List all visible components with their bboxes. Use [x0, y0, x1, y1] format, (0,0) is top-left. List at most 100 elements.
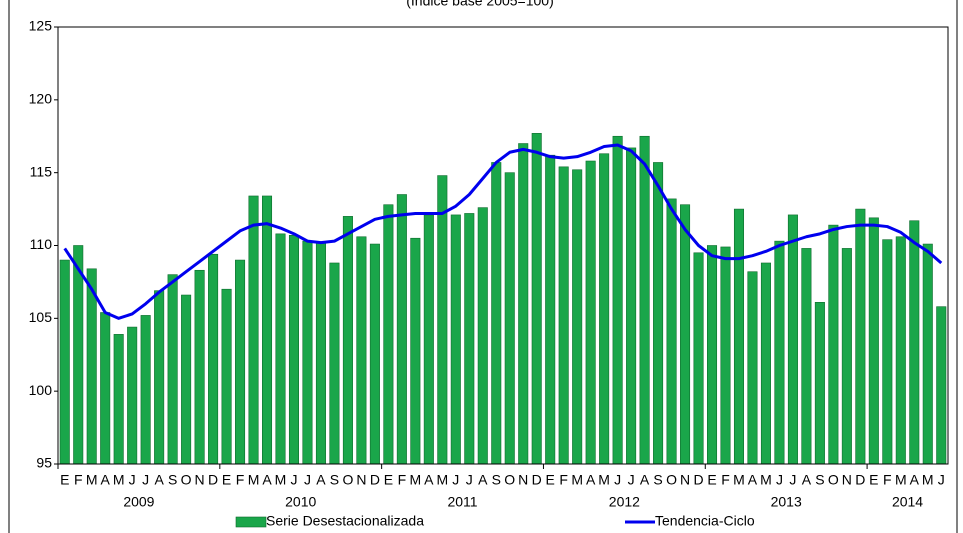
x-tick-label: O [181, 472, 192, 488]
x-tick-label: S [168, 472, 177, 488]
bar [706, 245, 718, 465]
bar [828, 224, 839, 465]
bar [504, 172, 515, 465]
x-tick-label: A [101, 472, 111, 488]
x-tick-label: M [275, 472, 287, 488]
x-tick-label: F [398, 472, 407, 488]
bar [747, 271, 758, 465]
x-tick-label: M [248, 472, 260, 488]
bar [383, 204, 394, 465]
bar [140, 315, 151, 465]
bar [248, 195, 259, 465]
x-tick-label: M [760, 472, 772, 488]
bar [922, 243, 933, 465]
x-tick-label: N [518, 472, 528, 488]
x-tick-label: O [342, 472, 353, 488]
x-tick-label: N [842, 472, 852, 488]
x-tick-label: A [478, 472, 488, 488]
y-tick-label: 100 [29, 382, 53, 398]
bar [396, 194, 407, 465]
bar [720, 246, 731, 465]
x-tick-label: A [316, 472, 326, 488]
x-tick-label: E [546, 472, 555, 488]
x-tick-label: J [614, 472, 621, 488]
bar [288, 235, 300, 465]
x-tick-label: A [154, 472, 164, 488]
bar [221, 288, 232, 465]
x-tick-label: E [869, 472, 878, 488]
x-tick-label: S [330, 472, 339, 488]
bar [464, 213, 475, 465]
bar [585, 160, 596, 465]
x-tick-label: F [721, 472, 730, 488]
bar [59, 259, 70, 465]
bar [841, 248, 852, 465]
x-tick-label: E [384, 472, 393, 488]
bar [315, 242, 326, 465]
x-tick-label: M [922, 472, 934, 488]
x-tick-label: O [828, 472, 839, 488]
x-tick-label: J [142, 472, 149, 488]
plot-border [57, 26, 949, 465]
x-tick-label: A [424, 472, 434, 488]
bar [801, 248, 812, 465]
bar [599, 153, 610, 465]
bar [100, 312, 111, 465]
x-tick-label: N [195, 472, 205, 488]
bar [208, 253, 219, 465]
bar [639, 135, 650, 465]
x-tick-label: D [208, 472, 218, 488]
x-tick-label: M [86, 472, 98, 488]
x-tick-label: D [693, 472, 703, 488]
bar [733, 208, 745, 465]
x-tick-label: E [60, 472, 69, 488]
x-tick-label: N [680, 472, 690, 488]
bar [545, 154, 556, 465]
bar [113, 334, 124, 465]
y-tick-label: 105 [29, 309, 53, 325]
bar [774, 240, 785, 465]
x-tick-label: F [74, 472, 83, 488]
bar [450, 214, 461, 465]
year-label: 2010 [285, 494, 316, 510]
x-tick-label: M [895, 472, 907, 488]
x-tick-label: O [504, 472, 515, 488]
x-tick-label: A [586, 472, 596, 488]
bar [612, 135, 623, 465]
y-tick-label: 115 [30, 163, 53, 179]
bar [261, 195, 273, 465]
x-tick-label: M [733, 472, 745, 488]
bar [329, 262, 340, 465]
bar [855, 208, 866, 465]
bar [167, 274, 178, 465]
bar [73, 245, 84, 465]
x-tick-label: J [776, 472, 783, 488]
bar [518, 143, 529, 465]
legend-label: Serie Desestacionalizada [266, 513, 424, 529]
bar [302, 240, 313, 465]
x-tick-label: D [532, 472, 542, 488]
bar [369, 243, 380, 465]
legend-label: Tendencia-Ciclo [655, 513, 755, 529]
bar [558, 166, 569, 465]
year-label: 2013 [771, 494, 802, 510]
bar [868, 217, 879, 465]
y-tick-label: 95 [36, 455, 52, 471]
bar [423, 214, 434, 465]
x-tick-label: M [410, 472, 422, 488]
bar [491, 162, 502, 465]
year-label: 2011 [447, 494, 477, 510]
bar [154, 290, 165, 465]
x-tick-label: F [236, 472, 245, 488]
bar [909, 220, 920, 465]
bar [814, 302, 825, 465]
x-tick-label: M [113, 472, 125, 488]
x-tick-label: J [452, 472, 459, 488]
x-tick-label: F [883, 472, 892, 488]
x-tick-label: J [789, 472, 796, 488]
year-label: 2009 [123, 494, 154, 510]
trend-line [63, 143, 943, 320]
x-tick-label: A [748, 472, 758, 488]
x-tick-label: M [571, 472, 583, 488]
x-tick-label: N [356, 472, 366, 488]
